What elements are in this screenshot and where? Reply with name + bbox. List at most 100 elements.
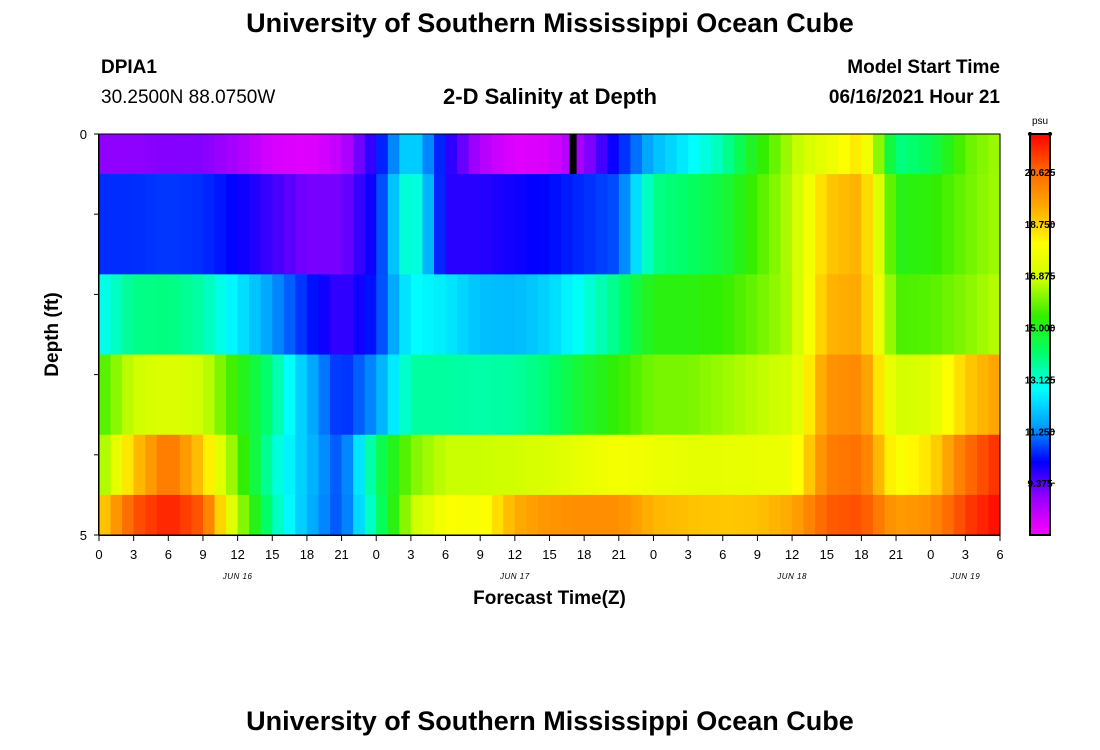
heatmap-cell (618, 274, 631, 356)
heatmap-cell (907, 354, 920, 436)
heatmap-cell (872, 434, 886, 496)
heatmap-cell (584, 434, 597, 496)
heatmap-cell (872, 134, 886, 175)
heatmap-cell (202, 274, 216, 356)
heatmap-cell (988, 134, 1001, 175)
heatmap-cell (965, 134, 978, 175)
heatmap-cell (745, 274, 759, 356)
heatmap-cell (768, 494, 782, 536)
heatmap-cell (422, 354, 435, 436)
heatmap-cell (99, 494, 112, 536)
heatmap-cell (480, 134, 493, 175)
heatmap-cell (976, 274, 990, 356)
heatmap-cell (699, 354, 712, 436)
heatmap-cell (514, 274, 527, 356)
heatmap-cell (237, 494, 250, 536)
heatmap-cell (468, 174, 481, 275)
heatmap-cell (387, 174, 400, 275)
heatmap-cell (630, 174, 643, 275)
heatmap-cell (630, 434, 643, 496)
heatmap-cell (803, 174, 816, 275)
heatmap-cell (110, 494, 123, 536)
x-tick-label: 21 (334, 547, 348, 562)
heatmap-cell (226, 134, 239, 175)
heatmap-cell (237, 174, 250, 275)
heatmap-cell (976, 134, 990, 175)
heatmap-cell (745, 134, 759, 175)
heatmap-cell (226, 354, 239, 436)
heatmap-cell (410, 274, 424, 356)
heatmap-cell (861, 434, 874, 496)
date-label: JUN 16 (222, 572, 253, 581)
heatmap-cell (179, 354, 193, 436)
heatmap-cell (584, 174, 597, 275)
heatmap-cell (503, 134, 516, 175)
heatmap-cell (491, 174, 504, 275)
heatmap-cell (607, 494, 620, 536)
heatmap-cell (919, 274, 932, 356)
heatmap-cell (133, 174, 146, 275)
x-tick-label: 21 (612, 547, 626, 562)
heatmap-cell (641, 494, 655, 536)
colorbar-tick-label: 13.125 (1025, 375, 1056, 386)
heatmap-cell (641, 174, 655, 275)
heatmap-cell (330, 354, 343, 436)
heatmap-cell (757, 274, 770, 356)
heatmap-cell (122, 434, 135, 496)
heatmap-cell (722, 274, 735, 356)
heatmap-cell (537, 434, 551, 496)
heatmap-cell (503, 494, 516, 536)
heatmap-cell (272, 434, 285, 496)
heatmap-cell (410, 134, 424, 175)
heatmap-cell (745, 354, 759, 436)
heatmap-cell (884, 434, 897, 496)
heatmap-cell (237, 434, 250, 496)
heatmap-cell (168, 434, 181, 496)
heatmap-cell (445, 494, 458, 536)
heatmap-cell (665, 354, 678, 436)
heatmap-cell (145, 434, 158, 496)
heatmap-cell (976, 174, 990, 275)
heatmap-cell (838, 354, 851, 436)
heatmap-cell (665, 434, 678, 496)
colorbar-tick-label: 16.875 (1025, 272, 1056, 283)
heatmap-cell (295, 494, 308, 536)
heatmap-cell (653, 354, 666, 436)
heatmap-cell (942, 494, 955, 536)
heatmap-cell (595, 274, 608, 356)
colorbar-tick-label: 11.250 (1025, 427, 1055, 438)
heatmap-cell (422, 494, 435, 536)
heatmap-cell (249, 434, 262, 496)
heatmap-cell (780, 434, 793, 496)
heatmap-cell (410, 434, 424, 496)
heatmap-cell (618, 494, 631, 536)
heatmap-cell (526, 494, 539, 536)
heatmap-cell (861, 174, 874, 275)
heatmap-cell (191, 354, 204, 436)
heatmap-cell (768, 134, 782, 175)
heatmap-cell (699, 134, 712, 175)
heatmap-cell (572, 494, 585, 536)
heatmap-cell (457, 494, 470, 536)
heatmap-cell (688, 274, 701, 356)
heatmap-cell (399, 494, 412, 536)
heatmap-cell (191, 174, 204, 275)
heatmap-cell (815, 174, 828, 275)
colorbar: psu 9.375 11.250 13.125 15.000 16.875 18.750 2… (1025, 116, 1056, 536)
heatmap-cell (330, 274, 343, 356)
heatmap-cell (249, 274, 262, 356)
heatmap-cell (849, 354, 862, 436)
heatmap-cell (364, 274, 377, 356)
heatmap-cell (191, 274, 204, 356)
x-tick-label: 3 (684, 547, 691, 562)
heatmap-cell (179, 174, 193, 275)
colorbar-corner (1028, 132, 1032, 136)
footer-title: University of Southern Mississippi Ocean… (246, 706, 854, 736)
x-tick-label: 6 (719, 547, 726, 562)
heatmap-cell (399, 434, 412, 496)
y-tick-label: 0 (80, 127, 87, 142)
heatmap-cell (595, 354, 608, 436)
heatmap-cell (526, 434, 539, 496)
heatmap-cell (237, 134, 250, 175)
